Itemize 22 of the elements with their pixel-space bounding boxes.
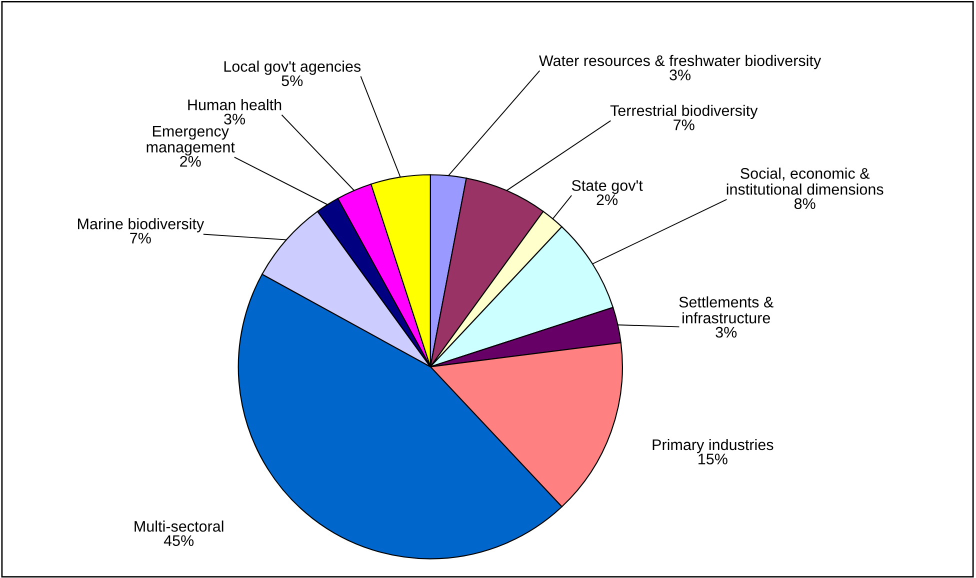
data-label: 7% — [130, 232, 151, 244]
slice-label: Local gov't agencies — [224, 60, 361, 75]
data-label: 3% — [224, 114, 246, 125]
slice-label: Settlements & infrastructure — [679, 296, 774, 324]
data-label: 3% — [670, 70, 691, 80]
data-label: 5% — [282, 75, 303, 86]
slice-label: Water resources & freshwater biodiversity — [539, 54, 822, 70]
slice-label: Multi-sectoral — [134, 520, 224, 532]
slice-label: Terrestrial biodiversity — [610, 104, 758, 120]
slice-label: Human health — [188, 99, 282, 110]
slice-label: Marine biodiversity — [78, 218, 204, 232]
data-label: 3% — [716, 326, 737, 338]
data-label: 45% — [164, 535, 194, 546]
data-label: 2% — [180, 156, 201, 167]
slice-label: State gov't — [572, 180, 643, 194]
slice-label: Emergency management — [146, 126, 235, 156]
data-label: 15% — [698, 454, 728, 464]
slice-label: Primary industries — [652, 438, 774, 454]
data-label: 8% — [794, 198, 816, 210]
slice-label: Social, economic & institutional dimensions — [726, 168, 884, 195]
data-label: 7% — [674, 120, 694, 130]
data-label: 2% — [596, 194, 618, 206]
